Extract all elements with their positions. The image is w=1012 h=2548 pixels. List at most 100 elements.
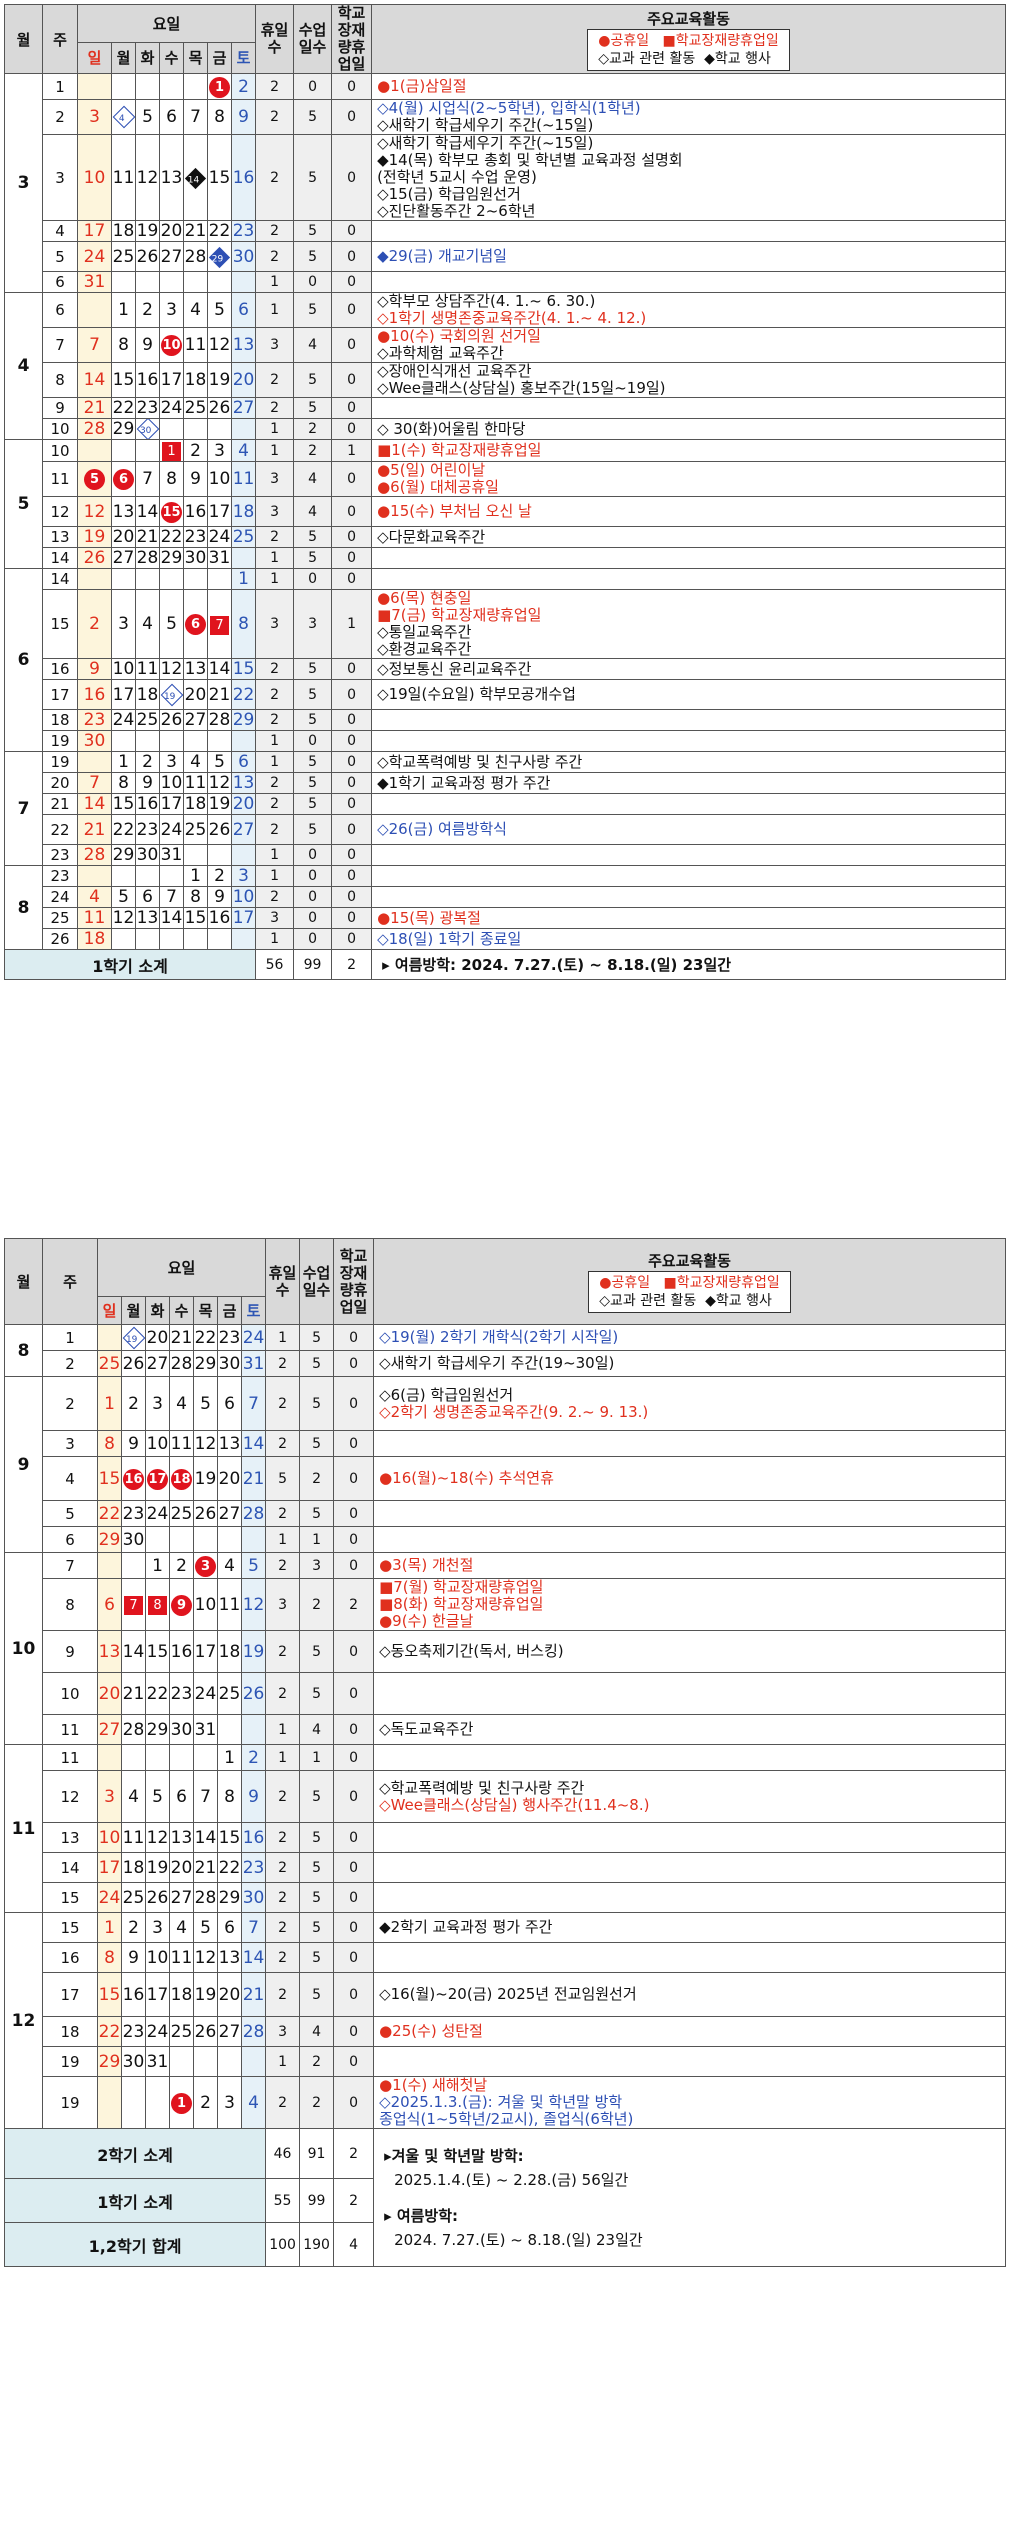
day-cell: 3	[193, 1552, 218, 1579]
week-cell: 14	[42, 1852, 98, 1883]
activity-item: ●3(목) 개천절	[379, 1556, 474, 1574]
day-cell: 10	[207, 461, 232, 497]
day-cell: 8	[97, 1942, 122, 1973]
activity-item: ◇19일(수요일) 학부모공개수업	[377, 685, 576, 703]
day-cell: 18	[230, 496, 257, 527]
discretionary-cell: 0	[331, 327, 373, 363]
week-cell: 1	[42, 73, 78, 100]
day-cell	[77, 73, 112, 100]
holidays-cell: 2	[265, 1770, 301, 1823]
activities-title: 주요교육활동	[647, 9, 730, 28]
calendar-row: 6 29 30 1 1 0	[5, 1526, 1006, 1553]
day-cell: 24	[240, 1324, 267, 1351]
holidays-cell: 2	[255, 220, 295, 242]
day-cell: 16	[135, 362, 160, 398]
activity-item: ◇4(월) 시업식(2~5학년), 입학식(1학년)	[377, 99, 641, 117]
week-cell: 15	[42, 589, 78, 659]
day-cell: 20	[230, 362, 257, 398]
activities-cell	[371, 844, 1006, 866]
day-cell: 16	[121, 1972, 146, 2017]
event-mark: 19	[122, 1326, 145, 1349]
holidays-cell: 2	[265, 1672, 301, 1715]
day-cell: 25	[135, 709, 160, 731]
activity-item: ◇과학체험 교육주간	[377, 344, 504, 362]
day-cell	[111, 928, 136, 950]
day-cell: 28	[193, 1882, 218, 1913]
day-cell: 7	[207, 589, 232, 659]
day-cell: 19	[207, 793, 232, 815]
day-cell: 20	[145, 1324, 170, 1351]
classdays-cell: 5	[299, 1822, 335, 1853]
activity-item: ◇진단활동주간 2~6학년	[377, 202, 536, 220]
day-cell: 24	[193, 1672, 218, 1715]
classdays-cell: 5	[293, 220, 333, 242]
week-cell: 16	[42, 1942, 98, 1973]
summary-value: 4	[333, 2222, 375, 2267]
day-cell: 29	[230, 709, 257, 731]
day-cell: 17	[207, 496, 232, 527]
holidays-cell: 1	[255, 865, 295, 887]
day-cell: 4	[77, 886, 112, 908]
day-cell: 23	[217, 1324, 242, 1351]
day-cell: 17	[159, 362, 184, 398]
day-cell: 5	[159, 589, 184, 659]
day-cell: 15	[230, 658, 257, 680]
day-cell: 10	[111, 658, 136, 680]
discretionary-cell: 0	[331, 241, 373, 272]
day-cell: 23	[135, 814, 160, 845]
holidays-cell: 2	[265, 1852, 301, 1883]
week-cell: 6	[42, 1526, 98, 1553]
week-cell: 24	[42, 886, 78, 908]
classdays-cell: 4	[293, 327, 333, 363]
week-cell: 2	[42, 1350, 98, 1377]
day-cell	[230, 418, 257, 440]
day-cell: 16	[135, 793, 160, 815]
day-cell: 14	[207, 658, 232, 680]
day-cell: 11	[169, 1942, 194, 1973]
discretionary-cell: 1	[331, 439, 373, 462]
calendar-row: 5 24 25 26 27 28 29 30 2 5 0 ◆29(금) 개교기념일	[5, 241, 1006, 272]
activity-item: ◆29(금) 개교기념일	[377, 247, 507, 265]
activities-cell: ●5(일) 어린이날 ●6(월) 대체공휴일	[371, 461, 1006, 497]
day-cell: 18	[121, 1852, 146, 1883]
activities-cell	[373, 1526, 1006, 1553]
day-cell: 16	[77, 679, 112, 710]
weekday-title: 요일	[76, 4, 257, 43]
day-cell: 15	[97, 1972, 122, 2017]
day-cell	[207, 271, 232, 293]
classdays-cell: 5	[293, 679, 333, 710]
activity-item: ◇학부모 상담주간(4. 1.~ 6. 30.)	[377, 292, 596, 310]
calendar-row: 10 7 1 2 3 4 5 2 3 0 ●3(목) 개천절	[4, 1552, 1006, 1745]
day-cell: 13	[97, 1630, 122, 1673]
holidays-cell: 2	[255, 679, 295, 710]
day-cell: 31	[193, 1714, 218, 1745]
vacation-title-summer: ▸ 여름방학:	[384, 2206, 459, 2225]
day-cell: 19	[135, 220, 160, 242]
day-cell: 21	[183, 220, 208, 242]
weekday-4: 목	[183, 41, 208, 75]
week-header: 주	[42, 1238, 98, 1325]
summary-value: 2	[333, 2178, 375, 2223]
calendar-row: 7 7 8 9 10 11 12 13 3 4 0 ●10(수) 국회의원 선거일 ◇과학체험 교육주간	[5, 327, 1006, 363]
calendar-row: 12 15 1 2 3 4 5 6 7 2 5 0 ◆2학기 교육과정 평가 주간	[4, 1912, 1006, 2129]
week-cell: 15	[42, 1912, 98, 1943]
classdays-cell: 5	[299, 1430, 335, 1457]
activities-cell: ◇18(일) 1학기 종료일	[371, 928, 1006, 950]
holidays-cell: 2	[255, 526, 295, 548]
activity-item: ◇2학기 생명존중교육주간(9. 2.~ 9. 13.)	[379, 1402, 649, 1421]
day-cell: 30	[217, 1350, 242, 1377]
classdays-cell: 5	[299, 1972, 335, 2017]
day-cell: 7	[159, 886, 184, 908]
activities-cell: ◇장애인식개선 교육주간 ◇Wee클래스(상담실) 홍보주간(15일~19일)	[371, 362, 1006, 398]
activity-item: ●15(수) 부처님 오신 날	[377, 502, 532, 520]
day-cell: 13	[230, 327, 257, 363]
day-cell	[183, 844, 208, 866]
week-cell: 18	[42, 709, 78, 731]
day-cell: 18	[217, 1630, 242, 1673]
calendar-row: 8 6 7 8 9 10 11 12 3 2 2 ■7(월) 학교장재량휴업일 ■8(화) 학교장재량휴…	[5, 1578, 1006, 1631]
day-cell: 24	[111, 709, 136, 731]
activities-cell	[373, 1942, 1006, 1973]
calendar-row: 19 29 30 31 1 2 0	[5, 2046, 1006, 2077]
day-cell: 12	[77, 496, 112, 527]
classdays-cell: 5	[299, 1500, 335, 1527]
